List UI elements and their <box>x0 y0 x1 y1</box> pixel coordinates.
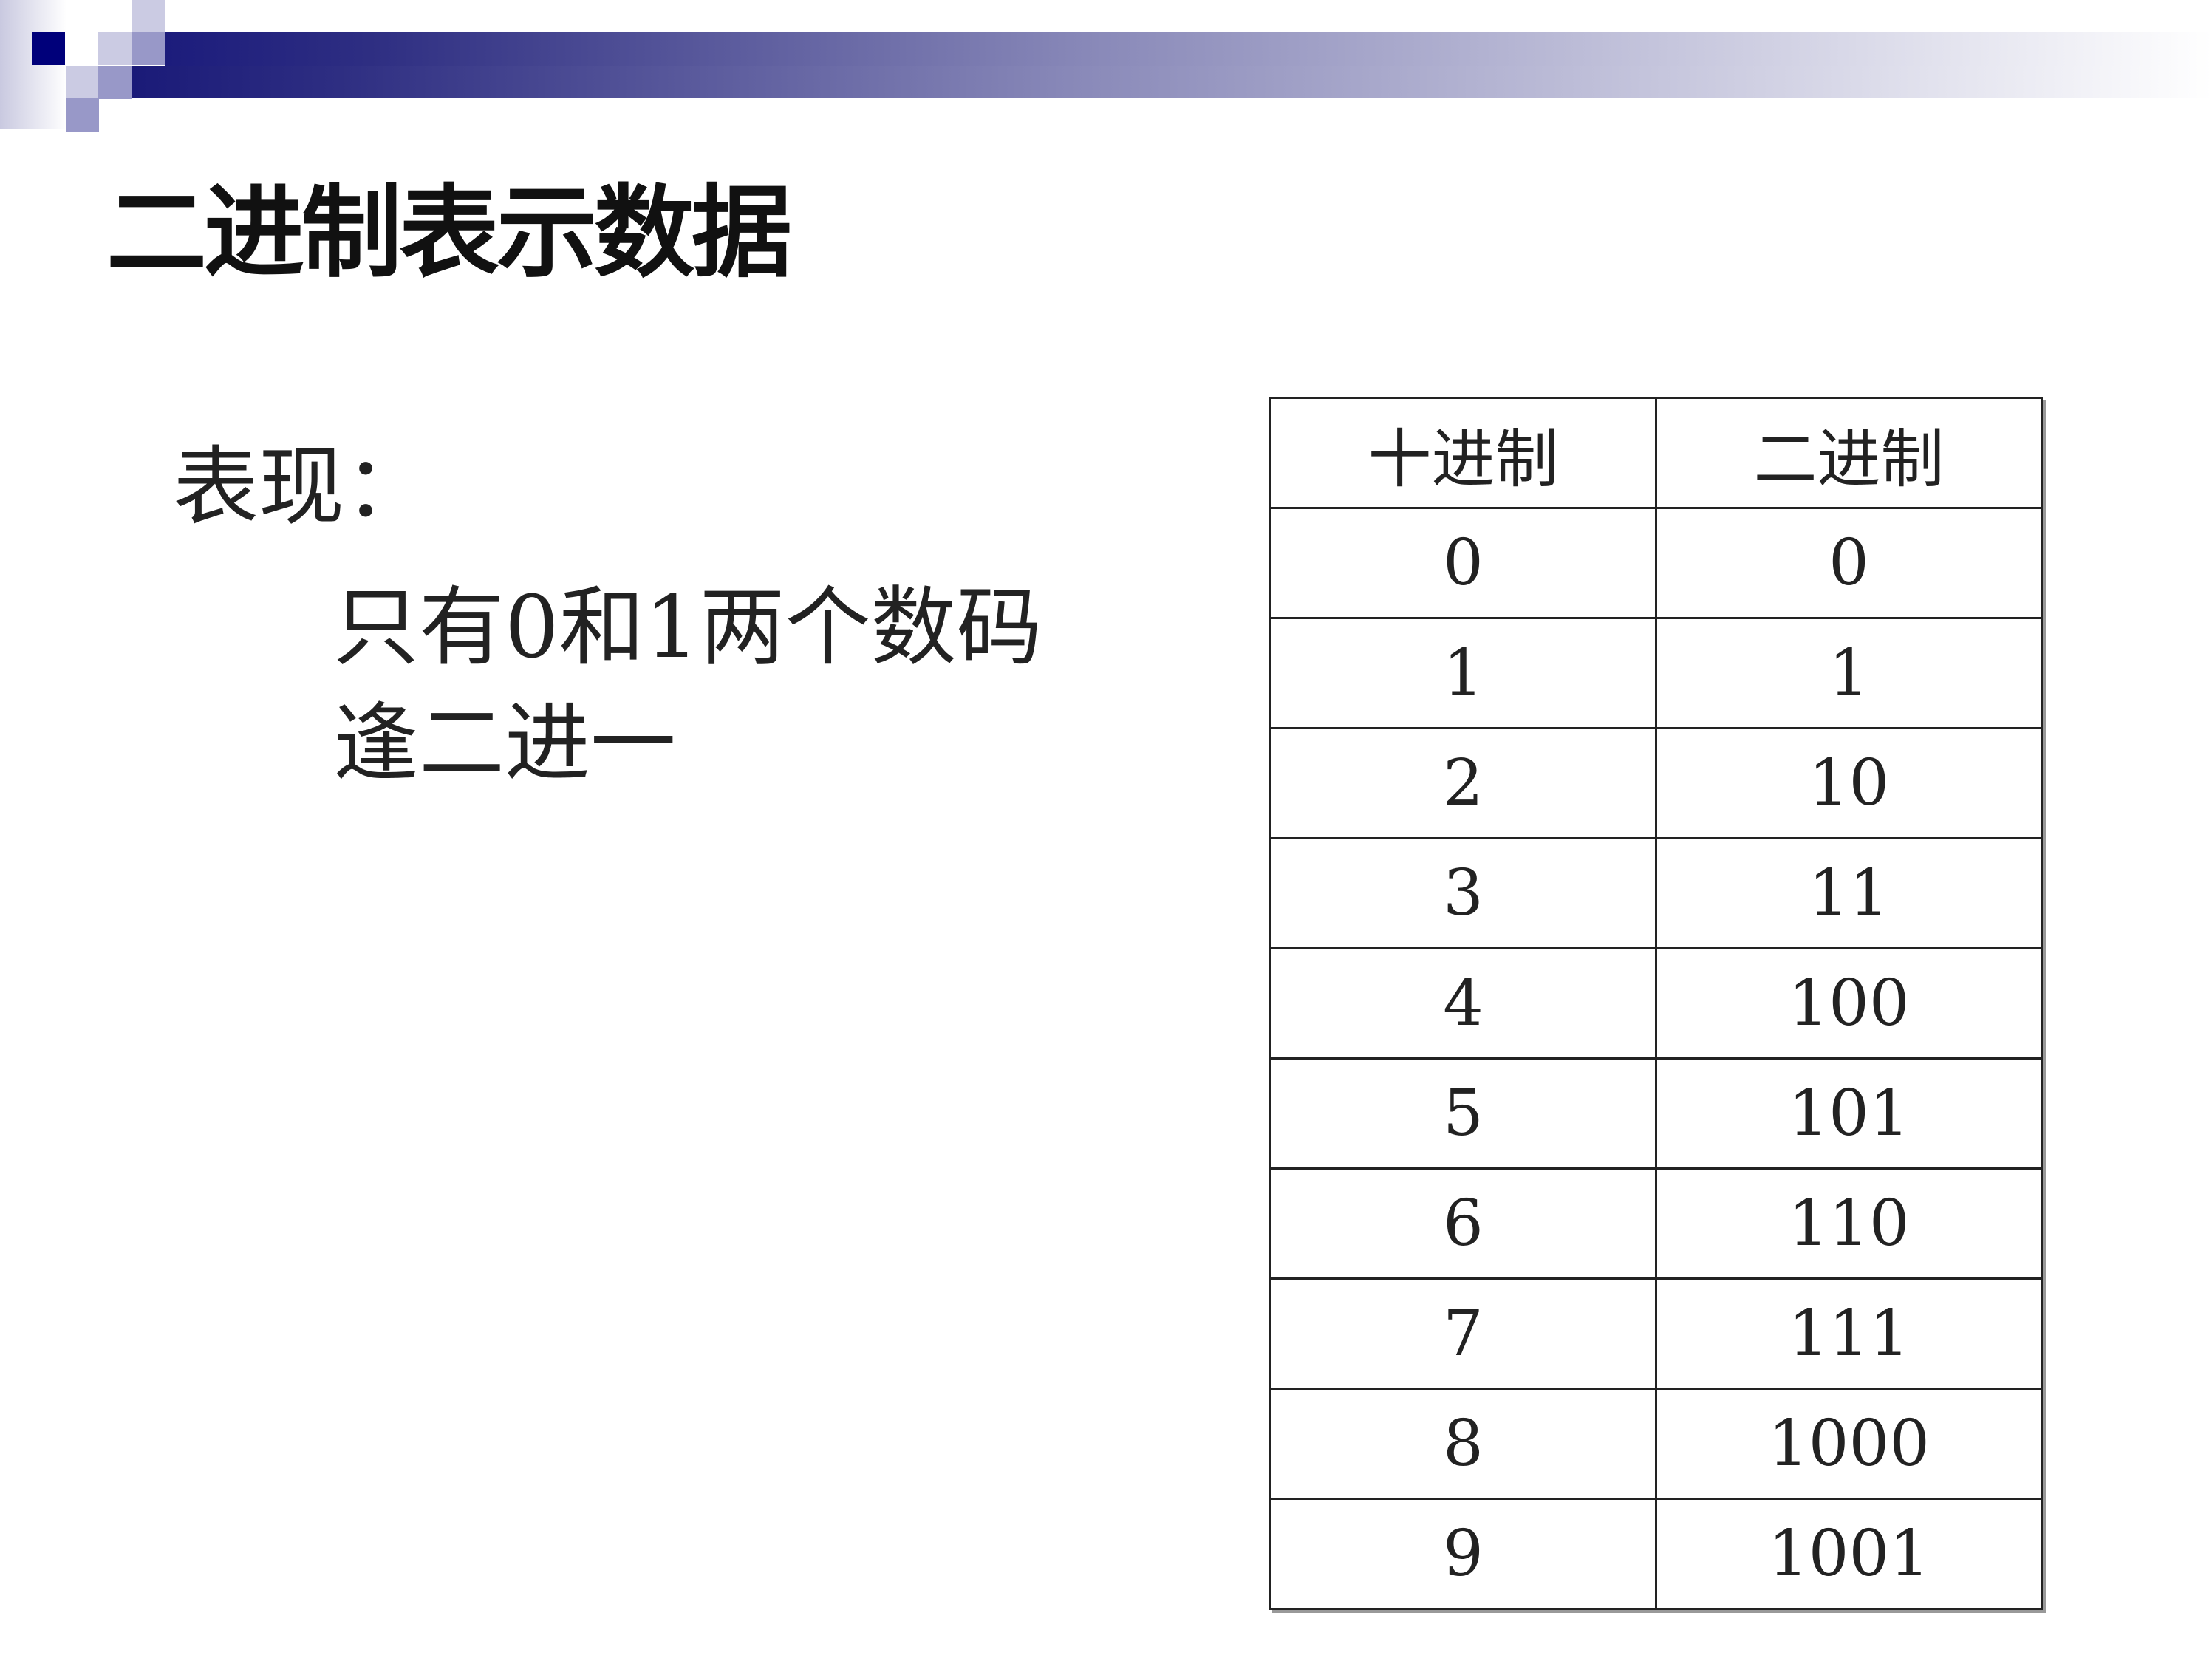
table-row: 8 1000 <box>1269 1388 2043 1500</box>
cell-binary: 1 <box>1655 617 2043 729</box>
cell-decimal: 2 <box>1269 727 1657 839</box>
decor-square <box>132 32 165 65</box>
cell-decimal: 0 <box>1269 507 1657 619</box>
cell-decimal: 9 <box>1269 1498 1657 1610</box>
table-row: 5 101 <box>1269 1057 2043 1170</box>
table-row: 7 111 <box>1269 1277 2043 1390</box>
cell-binary: 11 <box>1655 837 2043 949</box>
cell-decimal: 7 <box>1269 1277 1657 1390</box>
decor-square <box>66 98 99 132</box>
table-row: 2 10 <box>1269 727 2043 839</box>
conversion-table: 十进制 二进制 0 0 1 1 2 10 3 11 4 100 5 101 6 110 7 111 8 1000 9… <box>1269 397 2043 1610</box>
cell-decimal: 6 <box>1269 1167 1657 1280</box>
decor-title-bar <box>165 32 2212 66</box>
cell-binary: 0 <box>1655 507 2043 619</box>
body-label: 表现： <box>173 437 430 537</box>
cell-decimal: 8 <box>1269 1388 1657 1500</box>
table-row: 4 100 <box>1269 947 2043 1060</box>
cell-decimal: 4 <box>1269 947 1657 1060</box>
header-binary: 二进制 <box>1655 397 2043 509</box>
cell-decimal: 1 <box>1269 617 1657 729</box>
decor-square <box>98 66 132 99</box>
cell-binary: 1000 <box>1655 1388 2043 1500</box>
table-row: 3 11 <box>1269 837 2043 949</box>
body-line: 只有0和1两个数码 <box>333 578 1042 678</box>
cell-decimal: 5 <box>1269 1057 1657 1170</box>
cell-binary: 101 <box>1655 1057 2043 1170</box>
decor-square <box>98 32 132 65</box>
body-line: 逢二进一 <box>333 694 676 794</box>
cell-binary: 111 <box>1655 1277 2043 1390</box>
table-row: 9 1001 <box>1269 1498 2043 1610</box>
decor-title-bar <box>132 66 2212 98</box>
cell-binary: 1001 <box>1655 1498 2043 1610</box>
cell-binary: 100 <box>1655 947 2043 1060</box>
decor-square <box>132 0 165 33</box>
slide-title: 二进制表示数据 <box>106 175 792 292</box>
cell-binary: 110 <box>1655 1167 2043 1280</box>
decor-square <box>66 66 99 99</box>
table-header-row: 十进制 二进制 <box>1269 397 2043 509</box>
table-row: 6 110 <box>1269 1167 2043 1280</box>
decor-square <box>32 32 65 65</box>
header-decimal: 十进制 <box>1269 397 1657 509</box>
cell-decimal: 3 <box>1269 837 1657 949</box>
cell-binary: 10 <box>1655 727 2043 839</box>
